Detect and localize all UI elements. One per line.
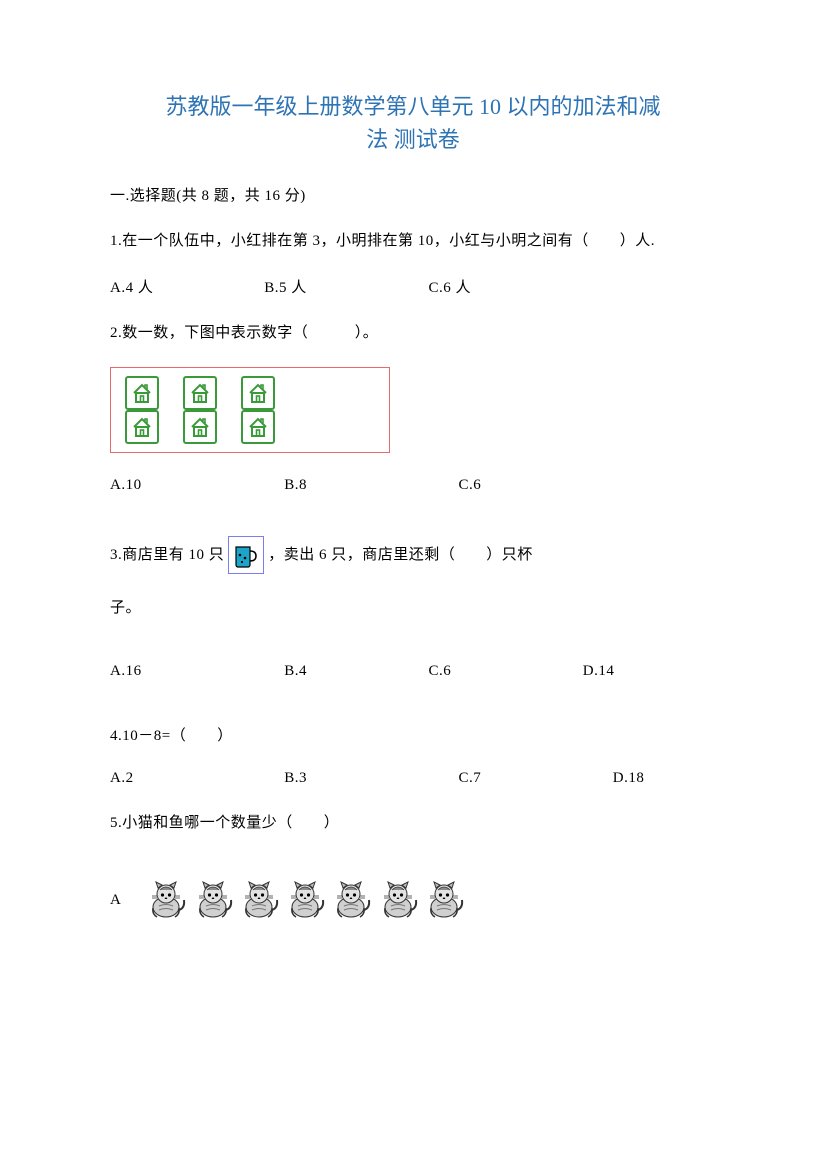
cat-icon	[423, 880, 465, 925]
q2-options: A.10 B.8 C.6	[110, 477, 716, 494]
q3-pre: 3.商店里有 10 只	[110, 541, 224, 570]
q3-opt-b: B.4	[284, 663, 424, 680]
q3-options: A.16 B.4 C.6 D.14	[110, 663, 716, 680]
title-line1: 苏教版一年级上册数学第八单元 10 以内的加法和减	[165, 94, 660, 119]
house-icon	[183, 376, 217, 410]
cat-icon	[377, 880, 419, 925]
cat-icon	[330, 880, 372, 925]
house-icon	[125, 410, 159, 444]
house-icon	[241, 376, 275, 410]
q3-cont: 子。	[110, 594, 716, 623]
q3-post: ，卖出 6 只，商店里还剩（ ）只杯	[268, 541, 533, 570]
q4-text: 4.10－8=（ ）	[110, 722, 716, 751]
cat-icon	[145, 880, 187, 925]
q1-opt-a: A.4 人	[110, 276, 260, 297]
q4-opt-b: B.3	[284, 770, 454, 787]
q3-opt-a: A.16	[110, 663, 280, 680]
house-row	[125, 376, 375, 410]
cat-icon	[238, 880, 280, 925]
q3-opt-d: D.14	[583, 663, 615, 680]
q3-opt-c: C.6	[429, 663, 579, 680]
house-icon	[183, 410, 217, 444]
house-row	[125, 410, 375, 444]
q1-options: A.4 人 B.5 人 C.6 人	[110, 276, 716, 297]
q2-opt-b: B.8	[284, 477, 454, 494]
q2-opt-a: A.10	[110, 477, 280, 494]
q4-options: A.2 B.3 C.7 D.18	[110, 770, 716, 787]
cats-row	[145, 880, 465, 925]
q4-opt-d: D.18	[613, 770, 645, 787]
q4-opt-c: C.7	[459, 770, 609, 787]
title-line2: 法 测试卷	[366, 127, 460, 152]
q1-text: 1.在一个队伍中，小红排在第 3，小明排在第 10，小红与小明之间有（ ）人.	[110, 227, 716, 256]
house-icon	[125, 376, 159, 410]
q4-opt-a: A.2	[110, 770, 280, 787]
cat-icon	[192, 880, 234, 925]
q2-opt-c: C.6	[459, 477, 482, 494]
q1-opt-b: B.5 人	[264, 276, 424, 297]
q3-line1: 3.商店里有 10 只 ，卖出 6 只，商店里还剩（ ）只杯	[110, 536, 716, 574]
q5-text: 5.小猫和鱼哪一个数量少（ ）	[110, 809, 716, 838]
q5-opt-a-row: A	[110, 876, 716, 925]
cat-icon	[284, 880, 326, 925]
q1-opt-c: C.6 人	[429, 276, 472, 297]
section-1-header: 一.选择题(共 8 题，共 16 分)	[110, 184, 716, 205]
house-icon	[241, 410, 275, 444]
q2-image-box	[110, 367, 390, 453]
page-title: 苏教版一年级上册数学第八单元 10 以内的加法和减 法 测试卷	[110, 90, 716, 156]
q2-text: 2.数一数，下图中表示数字（ ）。	[110, 319, 716, 348]
q5-opt-a-label: A	[110, 892, 121, 909]
cup-icon	[228, 536, 264, 574]
